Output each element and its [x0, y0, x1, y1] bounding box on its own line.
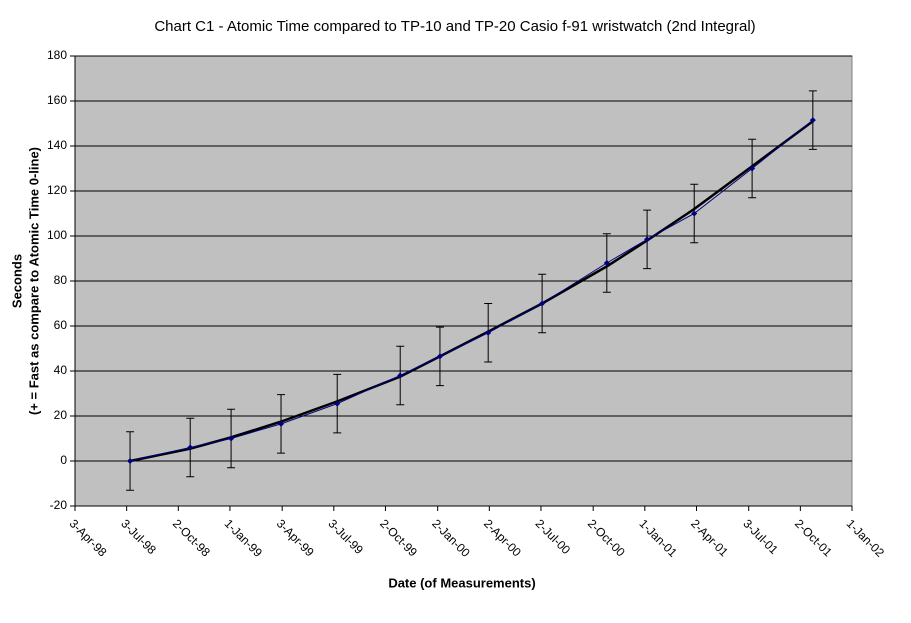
x-tick-label: 1-Jan-01: [636, 516, 680, 560]
x-tick-label: 3-Jul-98: [118, 516, 159, 557]
y-tick-label: 100: [47, 228, 67, 242]
marker: [809, 117, 816, 124]
x-tick-label: 2-Jan-00: [429, 516, 473, 560]
y-tick-label: 140: [47, 138, 67, 152]
y-tick-label: 80: [54, 273, 68, 287]
marker: [187, 444, 194, 451]
data-line: [129, 119, 814, 462]
x-tick-label: 2-Apr-01: [688, 516, 731, 559]
trend-line: [129, 120, 814, 463]
y-axis-title: (+ = Fast as compare to Atomic Time 0-li…: [26, 147, 41, 415]
x-tick-label: 1-Jan-99: [222, 516, 266, 560]
marker: [228, 435, 235, 442]
y-axis-title: Seconds: [9, 254, 24, 308]
x-tick-label: 3-Jul-99: [325, 516, 366, 557]
x-tick-label: 2-Oct-01: [792, 516, 835, 559]
x-axis-title: Date (of Measurements): [388, 575, 535, 590]
y-tick-label: 160: [47, 93, 67, 107]
marker: [485, 329, 492, 336]
x-tick-label: 2-Oct-00: [585, 516, 628, 559]
y-tick-label: 0: [60, 453, 67, 467]
x-tick-label: 2-Apr-00: [481, 516, 524, 559]
marker: [127, 458, 134, 464]
y-tick-label: 180: [47, 48, 67, 62]
marker: [603, 260, 610, 266]
marker: [436, 353, 443, 360]
x-tick-label: 1-Jan-02: [844, 516, 888, 560]
marker: [644, 236, 651, 243]
y-tick-label: 40: [54, 363, 68, 377]
marker: [397, 372, 404, 379]
marker: [334, 400, 341, 407]
y-tick-label: 60: [54, 318, 68, 332]
x-tick-label: 3-Jul-01: [740, 516, 781, 557]
marker: [539, 300, 546, 307]
x-tick-label: 2-Oct-99: [377, 516, 420, 559]
marker: [691, 210, 698, 217]
x-tick-label: 3-Apr-99: [274, 516, 317, 559]
y-tick-label: 20: [54, 408, 68, 422]
x-tick-label: 2-Jul-00: [533, 516, 574, 557]
chart-title: Chart C1 - Atomic Time compared to TP-10…: [154, 18, 755, 35]
x-tick-label: 3-Apr-98: [67, 516, 110, 559]
x-tick-label: 2-Oct-98: [170, 516, 213, 559]
marker: [278, 420, 285, 427]
marker: [749, 165, 756, 172]
y-tick-label: 120: [47, 183, 67, 197]
y-tick-label: -20: [50, 498, 68, 512]
